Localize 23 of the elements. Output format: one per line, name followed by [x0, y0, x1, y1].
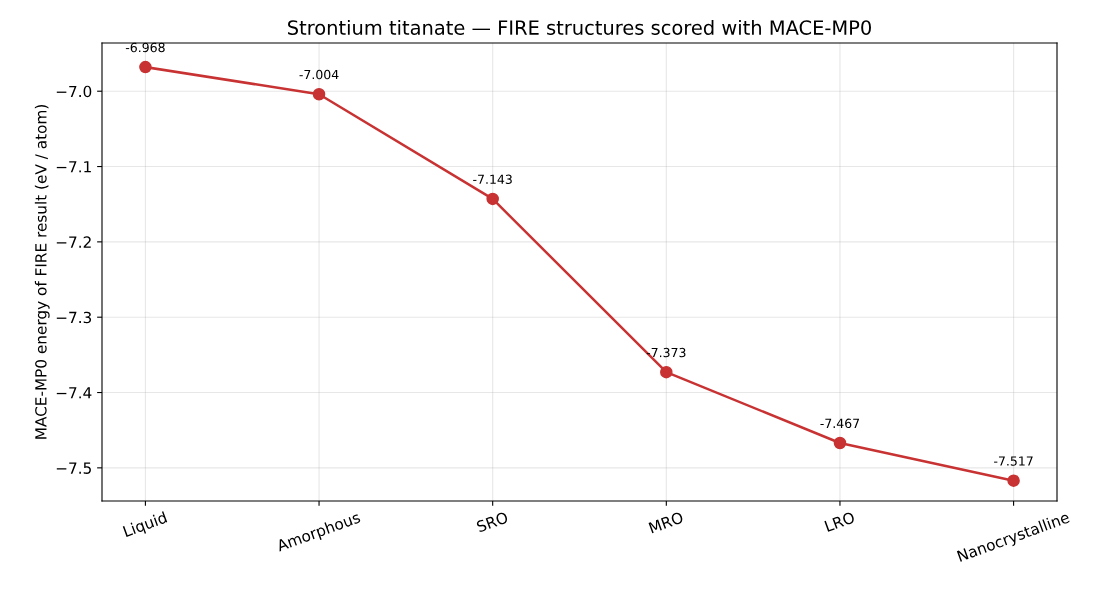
data-label: -7.143: [473, 174, 512, 185]
y-tick-label: −7.2: [56, 236, 91, 248]
point: [833, 436, 847, 450]
y-tick-label: −7.4: [56, 387, 92, 399]
y-tick-label: −7.5: [56, 462, 91, 474]
point: [1007, 474, 1020, 487]
data-label: -7.467: [820, 418, 860, 429]
point: [486, 192, 499, 206]
data-label: -7.517: [994, 456, 1033, 466]
x-tick-label: SRO: [476, 511, 509, 533]
data-label: -7.373: [646, 347, 686, 358]
data-label: -6.968: [125, 42, 165, 53]
point: [139, 60, 152, 74]
data-label: -7.004: [299, 69, 339, 80]
y-tick-label: −7.3: [56, 311, 92, 324]
point: [312, 87, 326, 101]
y-tick-label: −7.0: [56, 85, 92, 98]
point: [660, 365, 673, 379]
x-tick-label: MRO: [648, 511, 684, 534]
y-axis-title: MACE-MP0 energy of FIRE result (eV / atom): [34, 105, 50, 439]
chart-title: Strontium titanate — FIRE structures scored with MACE-MP0: [288, 19, 871, 35]
x-tick-label: LRO: [824, 511, 856, 532]
y-tick-label: −7.1: [56, 161, 91, 173]
